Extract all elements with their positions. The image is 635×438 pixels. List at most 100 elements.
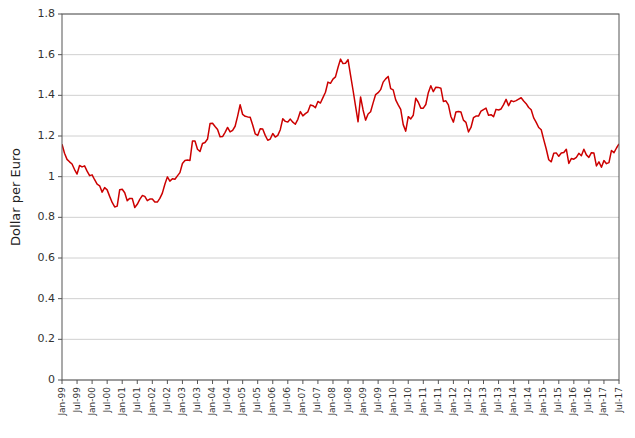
x-tick [167, 380, 168, 384]
x-tick-label: Jul-14 [523, 387, 533, 414]
x-tick-label: Jan-17 [598, 387, 608, 417]
x-tick-label: Jan-03 [177, 387, 187, 417]
plot-data [62, 59, 619, 207]
x-tick [287, 380, 288, 384]
y-tick [58, 298, 62, 299]
y-tick-label: 1.2 [38, 129, 56, 142]
x-tick-label: Jan-09 [358, 387, 368, 417]
x-tick [588, 380, 589, 384]
y-axis: 00.20.40.60.811.21.41.61.8 [38, 7, 63, 386]
y-tick-label: 0.2 [38, 332, 56, 345]
x-tick-label: Jul-05 [252, 387, 262, 414]
x-tick [242, 380, 243, 384]
x-tick-label: Jan-07 [297, 387, 307, 417]
y-tick-label: 0.6 [38, 251, 56, 264]
y-tick [58, 258, 62, 259]
x-tick-label: Jan-12 [448, 387, 458, 417]
x-tick-label: Jul-15 [553, 387, 563, 414]
x-tick [543, 380, 544, 384]
grid-line [62, 339, 619, 340]
chart: 00.20.40.60.811.21.41.61.8Jan-99Jul-99Ja… [0, 0, 635, 438]
x-tick [348, 380, 349, 384]
x-tick [393, 380, 394, 384]
grid-line [62, 54, 619, 55]
x-tick [197, 380, 198, 384]
x-tick [317, 380, 318, 384]
x-tick-label: Jan-02 [147, 387, 157, 417]
x-tick-label: Jan-06 [267, 387, 277, 417]
x-tick [302, 380, 303, 384]
x-tick [438, 380, 439, 384]
x-tick [272, 380, 273, 384]
x-tick-label: Jul-17 [614, 387, 624, 414]
x-tick-label: Jul-11 [433, 387, 443, 414]
x-tick-label: Jul-10 [403, 387, 413, 414]
x-tick [122, 380, 123, 384]
x-tick [77, 380, 78, 384]
x-tick [483, 380, 484, 384]
x-tick-label: Jan-08 [327, 387, 337, 417]
grid-line [62, 95, 619, 96]
x-tick-label: Jul-16 [583, 387, 593, 414]
x-tick [453, 380, 454, 384]
grid-line [62, 136, 619, 137]
x-tick-label: Jul-09 [373, 387, 383, 414]
y-tick [58, 339, 62, 340]
x-tick [107, 380, 108, 384]
x-tick-label: Jan-99 [57, 387, 67, 417]
y-tick [58, 176, 62, 177]
x-tick [152, 380, 153, 384]
y-tick [58, 14, 62, 15]
x-tick [573, 380, 574, 384]
x-axis: Jan-99Jul-99Jan-00Jul-00Jan-01Jul-01Jan-… [57, 380, 624, 417]
x-tick-label: Jan-11 [418, 387, 428, 417]
x-tick-label: Jul-12 [463, 387, 473, 414]
y-tick [58, 217, 62, 218]
plot-frame [62, 14, 619, 380]
x-tick-label: Jan-05 [237, 387, 247, 417]
x-tick [137, 380, 138, 384]
grid-line [62, 258, 619, 259]
y-tick [58, 136, 62, 137]
x-tick [257, 380, 258, 384]
x-tick-label: Jan-10 [388, 387, 398, 417]
y-axis-label: Dollar per Euro [8, 148, 23, 246]
y-tick-label: 0.4 [38, 292, 56, 305]
x-tick [378, 380, 379, 384]
x-tick [182, 380, 183, 384]
grid-line [62, 298, 619, 299]
y-tick-label: 1.8 [38, 7, 56, 20]
y-tick [58, 380, 62, 381]
x-tick [212, 380, 213, 384]
y-tick-label: 1.4 [38, 88, 56, 101]
x-tick [332, 380, 333, 384]
x-tick [468, 380, 469, 384]
x-tick [528, 380, 529, 384]
x-tick-label: Jul-13 [493, 387, 503, 414]
x-tick-label: Jan-00 [87, 387, 97, 417]
x-tick [558, 380, 559, 384]
y-tick-label: 0 [48, 373, 55, 386]
x-tick-label: Jan-13 [478, 387, 488, 417]
y-tick-label: 1.6 [38, 48, 56, 61]
y-grid [62, 14, 619, 380]
x-tick [423, 380, 424, 384]
x-tick-label: Jul-99 [72, 387, 82, 414]
x-tick [498, 380, 499, 384]
line [62, 59, 619, 207]
x-tick [408, 380, 409, 384]
x-tick-label: Jan-01 [117, 387, 127, 417]
x-tick-label: Jan-15 [538, 387, 548, 417]
x-tick-label: Jan-04 [207, 387, 217, 417]
x-tick [619, 380, 620, 384]
y-tick [58, 54, 62, 55]
x-tick-label: Jan-16 [568, 387, 578, 417]
x-tick-label: Jul-08 [343, 387, 353, 414]
grid-line [62, 176, 619, 177]
x-tick-label: Jan-14 [508, 387, 518, 417]
x-tick-label: Jul-00 [102, 387, 112, 414]
x-tick-label: Jul-07 [312, 387, 322, 414]
x-tick [62, 380, 63, 384]
x-tick [92, 380, 93, 384]
x-tick [513, 380, 514, 384]
